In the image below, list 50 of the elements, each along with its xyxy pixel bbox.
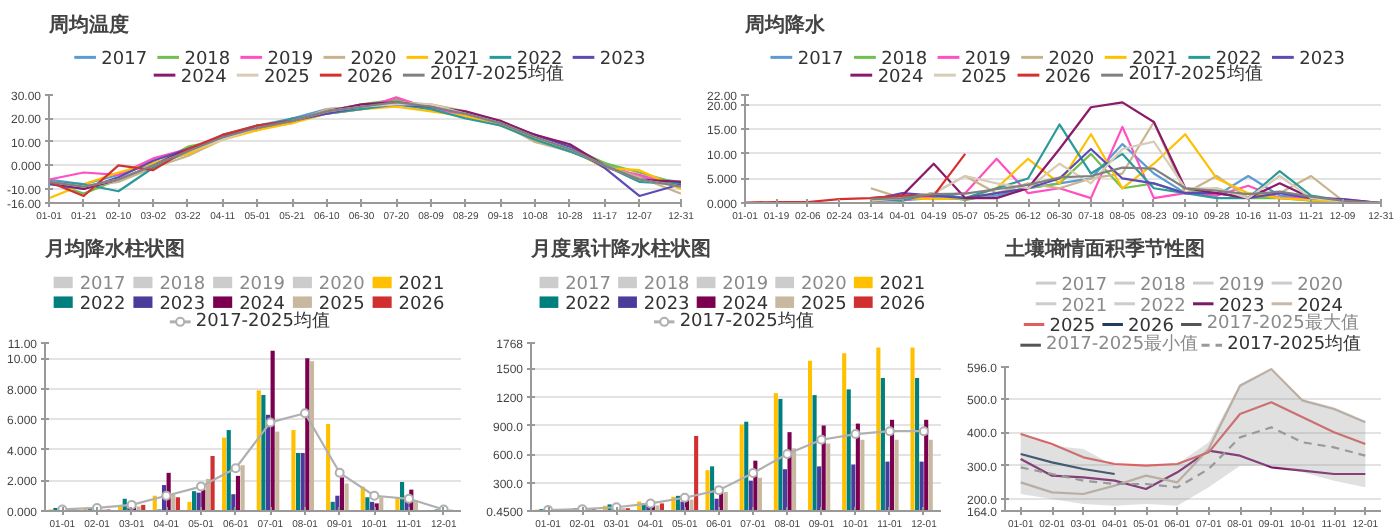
- legend-label: 2017-2025最大值: [1206, 312, 1359, 335]
- legend-label: 2018: [643, 275, 691, 296]
- legend-label: 2025: [263, 68, 310, 89]
- legend-label: 2017: [565, 275, 611, 296]
- legend-label: 2022: [79, 295, 126, 316]
- legend-label: 2025: [961, 68, 1008, 89]
- legend-label: 2017: [797, 50, 844, 71]
- legend-label: 2017-2025最小值: [1046, 333, 1199, 356]
- legend-label: 2022: [565, 295, 611, 316]
- legend-label: 2026: [398, 295, 445, 316]
- chart-title: 周均温度: [47, 13, 129, 37]
- legend-label: 2020: [318, 275, 366, 296]
- legend-label: 2026: [346, 68, 394, 89]
- legend-label: 2017: [79, 275, 126, 296]
- legend-label: 2018: [184, 50, 231, 71]
- legend-label: 2021: [398, 275, 445, 296]
- legend-label: 2017-2025均值: [195, 309, 330, 332]
- legend-label: 2019: [1218, 276, 1265, 297]
- legend-label: 2021: [1061, 296, 1108, 317]
- legend-label: 2020: [1297, 276, 1344, 297]
- legend-label: 2017: [101, 50, 148, 71]
- legend-label: 2020: [800, 275, 848, 296]
- chart-title: 月度累计降水柱状图: [529, 237, 711, 261]
- legend-label: 2019: [722, 275, 769, 296]
- legend-label: 2018: [159, 275, 206, 296]
- legend-label: 2025: [1049, 317, 1096, 338]
- legend-label: 2018: [1140, 276, 1187, 297]
- legend-label: 2024: [1297, 296, 1344, 317]
- legend-label: 2023: [1218, 296, 1265, 317]
- legend-label: 2024: [877, 68, 925, 89]
- legend-label: 2021: [879, 275, 926, 296]
- legend-label: 2019: [964, 50, 1012, 71]
- legend-label: 2017-2025均值: [1227, 333, 1362, 356]
- chart-title: 月均降水柱状图: [43, 237, 185, 261]
- legend-label: 2026: [1128, 317, 1175, 338]
- chart-title: 周均降水: [743, 13, 827, 37]
- legend-label: 2020: [1048, 50, 1095, 71]
- legend-label: 2023: [599, 50, 646, 71]
- legend-label: 2024: [180, 68, 228, 89]
- legend-label: 2022: [1140, 296, 1186, 317]
- legend-label: 2023: [1299, 50, 1346, 71]
- legend-label: 2019: [239, 275, 286, 296]
- legend-label: 2019: [267, 50, 314, 71]
- legend-label: 2026: [879, 295, 926, 316]
- chart-title: 土壤墒情面积季节性图: [1003, 237, 1205, 261]
- legend-label: 2026: [1044, 68, 1092, 89]
- legend-label: 2020: [350, 50, 397, 71]
- legend-label: 2017: [1061, 276, 1108, 297]
- legend-label: 2018: [881, 50, 928, 71]
- legend-label: 2017-2025均值: [679, 309, 814, 332]
